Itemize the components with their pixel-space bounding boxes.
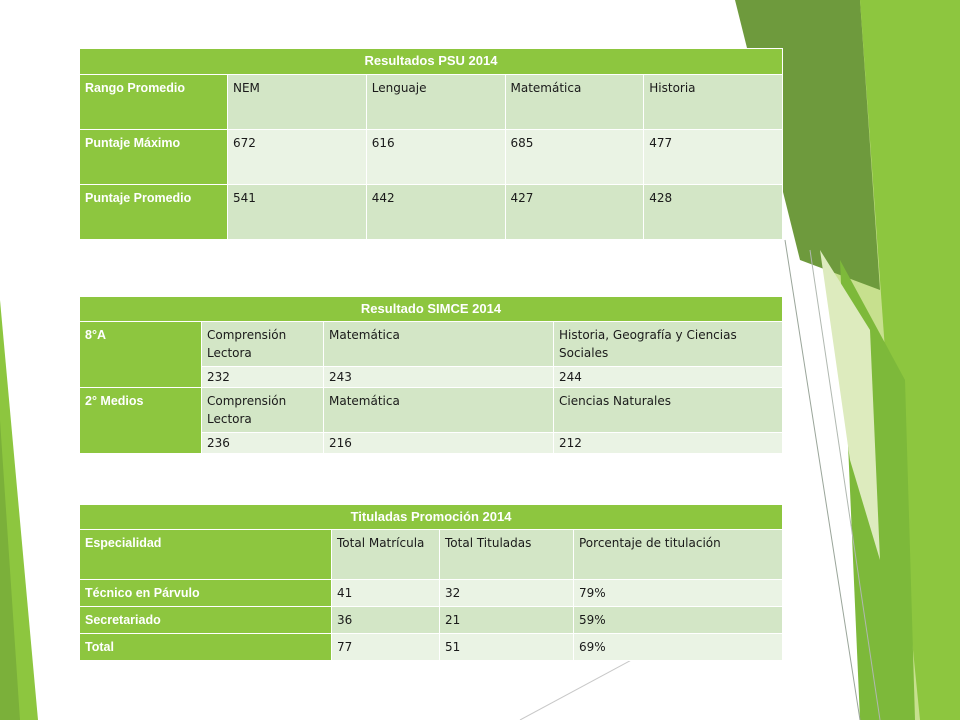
- simce-subject: Historia, Geografía y Ciencias Sociales: [553, 321, 783, 367]
- psu-cell: 427: [504, 184, 645, 240]
- tituladas-cell: 21: [439, 606, 574, 634]
- simce-score: 232: [201, 366, 324, 388]
- simce-score: 216: [323, 432, 554, 454]
- tituladas-row-label: Total: [79, 633, 332, 661]
- psu-row-label: Puntaje Máximo: [79, 129, 228, 185]
- psu-cell: 477: [643, 129, 783, 185]
- tituladas-table-title: Tituladas Promoción 2014: [79, 504, 783, 530]
- psu-cell: 616: [365, 129, 506, 185]
- tituladas-cell: 69%: [573, 633, 783, 661]
- simce-results-table: Resultado SIMCE 2014 8°A Comprensión Lec…: [79, 296, 783, 454]
- tituladas-row-label: Secretariado: [79, 606, 332, 634]
- simce-subject: Matemática: [323, 387, 554, 433]
- psu-results-table: Resultados PSU 2014 Rango Promedio NEM L…: [79, 48, 783, 240]
- psu-table-title: Resultados PSU 2014: [79, 48, 783, 75]
- tituladas-header-cell: Especialidad: [79, 529, 332, 580]
- simce-table-title: Resultado SIMCE 2014: [79, 296, 783, 322]
- simce-score: 236: [201, 432, 324, 454]
- tituladas-cell: 77: [331, 633, 440, 661]
- decorative-line: [784, 239, 861, 720]
- tituladas-cell: 79%: [573, 579, 783, 607]
- psu-header-cell: NEM: [227, 74, 367, 130]
- simce-group-label: 2° Medios: [79, 387, 202, 454]
- simce-group-label: 8°A: [79, 321, 202, 388]
- right-pale-streak: [820, 250, 880, 560]
- decorative-line: [519, 649, 651, 720]
- tituladas-header-cell: Porcentaje de titulación: [573, 529, 783, 580]
- simce-subject: Ciencias Naturales: [553, 387, 783, 433]
- simce-score: 212: [553, 432, 783, 454]
- tituladas-cell: 32: [439, 579, 574, 607]
- psu-cell: 685: [504, 129, 645, 185]
- psu-header-cell: Rango Promedio: [79, 74, 228, 130]
- right-mid-green-band: [860, 0, 960, 720]
- tituladas-header-cell: Total Tituladas: [439, 529, 574, 580]
- tituladas-row-label: Técnico en Párvulo: [79, 579, 332, 607]
- simce-score: 244: [553, 366, 783, 388]
- psu-header-cell: Historia: [643, 74, 783, 130]
- simce-score: 243: [323, 366, 554, 388]
- tituladas-cell: 36: [331, 606, 440, 634]
- psu-header-cell: Matemática: [504, 74, 645, 130]
- tituladas-cell: 59%: [573, 606, 783, 634]
- psu-cell: 442: [365, 184, 506, 240]
- simce-subject: Matemática: [323, 321, 554, 367]
- psu-cell: 672: [227, 129, 367, 185]
- psu-cell: 428: [643, 184, 783, 240]
- simce-subject: Comprensión Lectora: [201, 321, 324, 367]
- left-green-stripe-shade: [0, 420, 20, 720]
- tituladas-header-cell: Total Matrícula: [331, 529, 440, 580]
- tituladas-table: Tituladas Promoción 2014 Especialidad To…: [79, 504, 783, 661]
- tituladas-cell: 51: [439, 633, 574, 661]
- psu-header-cell: Lenguaje: [365, 74, 506, 130]
- simce-subject: Comprensión Lectora: [201, 387, 324, 433]
- decorative-line: [809, 249, 881, 720]
- psu-row-label: Puntaje Promedio: [79, 184, 228, 240]
- tituladas-cell: 41: [331, 579, 440, 607]
- psu-cell: 541: [227, 184, 367, 240]
